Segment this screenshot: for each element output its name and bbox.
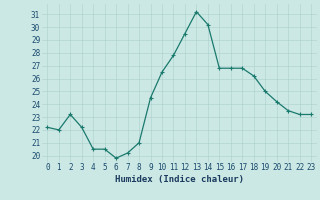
X-axis label: Humidex (Indice chaleur): Humidex (Indice chaleur) <box>115 175 244 184</box>
